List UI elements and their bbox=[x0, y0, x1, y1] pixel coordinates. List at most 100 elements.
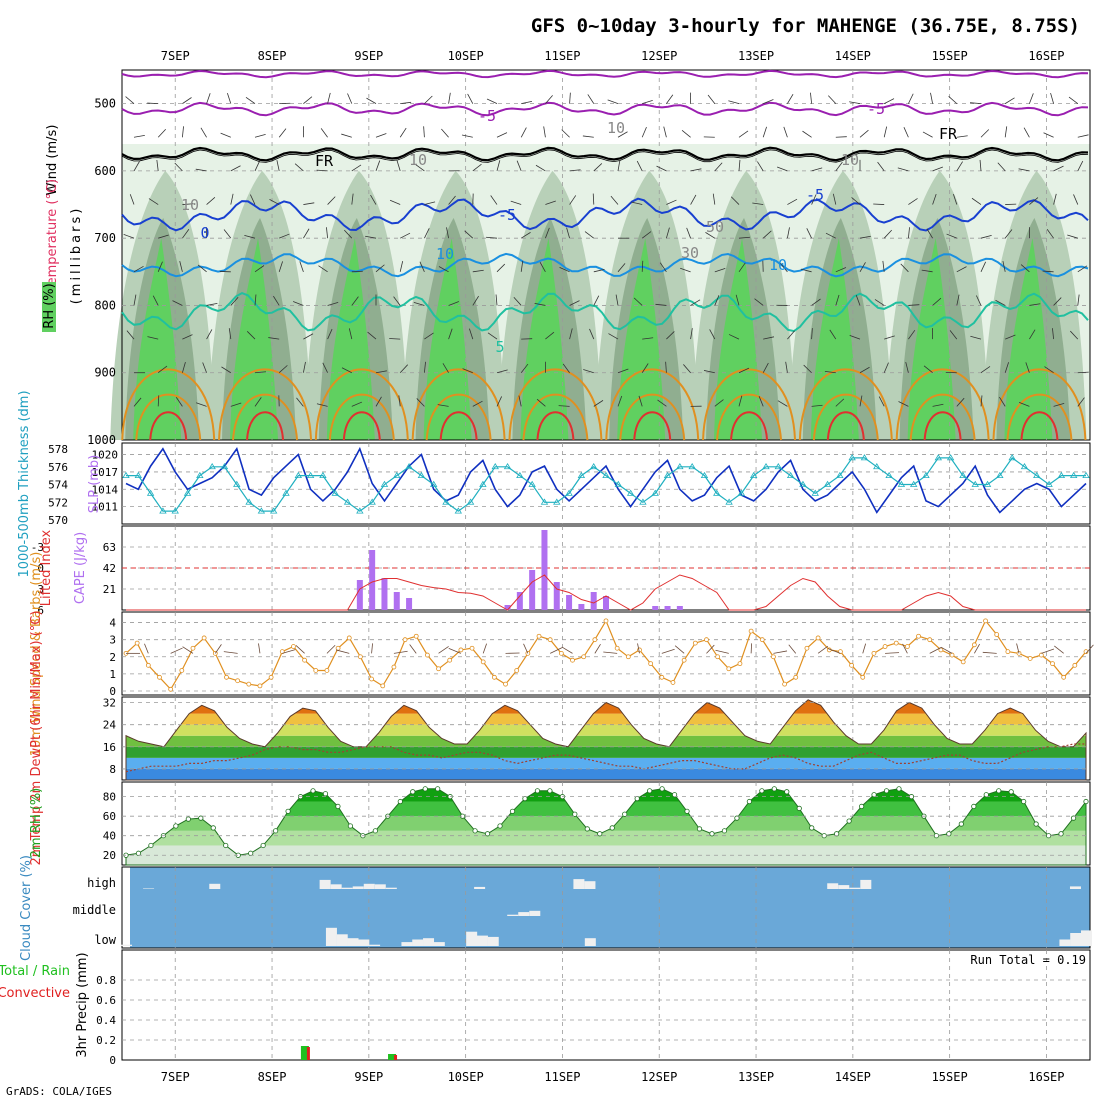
wind-barb bbox=[182, 97, 191, 103]
contour-label: 10 bbox=[841, 151, 859, 169]
rh-tick: 80 bbox=[103, 791, 116, 804]
wind-speed-point bbox=[504, 682, 508, 686]
rh-point bbox=[972, 804, 976, 808]
wind-speed-point bbox=[760, 638, 764, 642]
rh-point bbox=[473, 829, 477, 833]
temp-tick: 8 bbox=[109, 763, 116, 776]
upper-y-tick: 900 bbox=[94, 366, 116, 380]
wind-barb bbox=[1069, 97, 1078, 104]
wind-barb bbox=[860, 130, 868, 137]
wind-speed-point bbox=[972, 643, 976, 647]
date-label-bottom: 7SEP bbox=[161, 1070, 190, 1084]
wind-barb bbox=[562, 130, 570, 138]
cape-bar bbox=[591, 592, 597, 610]
wind-barb bbox=[1029, 93, 1033, 103]
wind-barb bbox=[1024, 128, 1029, 138]
wind-barb-10m bbox=[372, 643, 373, 653]
wind-speed-point bbox=[861, 675, 865, 679]
panels: 7SEP7SEP8SEP8SEP9SEP9SEP10SEP10SEP11SEP1… bbox=[0, 49, 1093, 1084]
rh-point bbox=[373, 829, 377, 833]
cloud-bar bbox=[320, 880, 331, 889]
rh-point bbox=[585, 827, 589, 831]
cloud-bar bbox=[143, 888, 154, 889]
wind-barb bbox=[728, 101, 739, 104]
precip-run-total: Run Total = 0.19 bbox=[970, 953, 1086, 967]
rh-point bbox=[498, 824, 502, 828]
wind-speed-point bbox=[146, 663, 150, 667]
wind-speed-point bbox=[816, 636, 820, 640]
rh-point bbox=[1021, 799, 1025, 803]
rh-point bbox=[548, 789, 552, 793]
wind-speed-point bbox=[291, 645, 295, 649]
contour-label: 30 bbox=[681, 244, 699, 262]
cloud-bar bbox=[466, 932, 477, 946]
cape-bar bbox=[603, 596, 609, 610]
wind-speed-point bbox=[537, 634, 541, 638]
cloud-bar bbox=[342, 888, 353, 889]
wind-barb bbox=[664, 127, 667, 138]
wind-barb bbox=[424, 126, 425, 137]
label-precip-conv: Convective bbox=[0, 986, 70, 1001]
cloud-bar bbox=[1070, 886, 1081, 889]
rh-point bbox=[411, 790, 415, 794]
wind-barb bbox=[303, 97, 312, 104]
cloud-bar bbox=[331, 884, 342, 889]
rh-point bbox=[149, 843, 153, 847]
wind-barb bbox=[348, 94, 352, 104]
date-label-bottom: 12SEP bbox=[641, 1070, 677, 1084]
wind-barb-10m bbox=[603, 652, 617, 653]
date-label-top: 7SEP bbox=[161, 49, 190, 63]
date-label-top: 10SEP bbox=[448, 49, 484, 63]
wind-barb bbox=[126, 97, 134, 104]
wind-speed-point bbox=[448, 658, 452, 662]
rh-point bbox=[1009, 790, 1013, 794]
wind-speed-point bbox=[794, 675, 798, 679]
rh-point bbox=[323, 792, 327, 796]
wind-barb bbox=[957, 136, 968, 138]
wind-speed-point bbox=[660, 675, 664, 679]
rh-point bbox=[785, 790, 789, 794]
precip-tick: 0.8 bbox=[96, 974, 116, 987]
wind-speed-point bbox=[1028, 656, 1032, 660]
rh-point bbox=[822, 834, 826, 838]
wind-panel-frame bbox=[122, 612, 1090, 695]
wind-speed-point bbox=[347, 636, 351, 640]
date-label-bottom: 16SEP bbox=[1028, 1070, 1064, 1084]
cloud-level-label: low bbox=[94, 933, 116, 947]
wind-barb bbox=[588, 94, 594, 103]
chart-title: GFS 0~10day 3-hourly for MAHENGE (36.75E… bbox=[531, 15, 1080, 37]
label-cape: CAPE (J/kg) bbox=[73, 532, 88, 604]
date-label-top: 14SEP bbox=[835, 49, 871, 63]
precip-tick: 0 bbox=[109, 1054, 116, 1067]
wind-speed-point bbox=[157, 675, 161, 679]
rh-point bbox=[199, 816, 203, 820]
contour-label: -5 bbox=[498, 206, 516, 224]
upper-y-tick: 800 bbox=[94, 298, 116, 312]
cloud-bar bbox=[474, 887, 485, 889]
rh-point bbox=[224, 843, 228, 847]
rh-point bbox=[186, 817, 190, 821]
rh-tick: 40 bbox=[103, 830, 116, 843]
wind-barb bbox=[666, 95, 672, 104]
wind-barb bbox=[570, 93, 571, 104]
thickness-tick: 574 bbox=[48, 479, 68, 492]
rh-point bbox=[286, 809, 290, 813]
wind-barb bbox=[784, 127, 788, 137]
rh-point bbox=[872, 792, 876, 796]
contour-label: 0 bbox=[200, 224, 209, 242]
wind-speed-point bbox=[626, 655, 630, 659]
rh-point bbox=[1071, 816, 1075, 820]
wind-speed-point bbox=[548, 638, 552, 642]
wind-speed-point bbox=[615, 646, 619, 650]
rh-point bbox=[336, 804, 340, 808]
wind-speed-point bbox=[1006, 650, 1010, 654]
wind-speed-point bbox=[850, 663, 854, 667]
contour-label: -5 bbox=[478, 107, 496, 125]
rh-point bbox=[847, 819, 851, 823]
rh-tick: 60 bbox=[103, 810, 116, 823]
rh-point bbox=[248, 851, 252, 855]
wind-barb bbox=[487, 99, 497, 104]
rh-point bbox=[747, 799, 751, 803]
wind-speed-point bbox=[894, 641, 898, 645]
wind-speed-point bbox=[704, 638, 708, 642]
